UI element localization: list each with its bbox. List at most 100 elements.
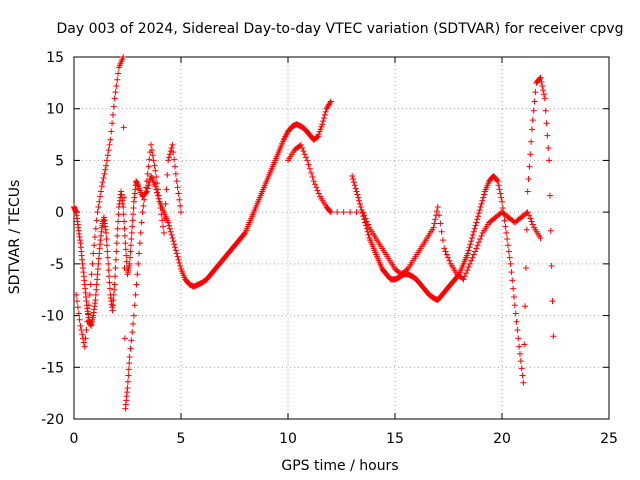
data-point-SDTVAR-track-3 [112, 89, 119, 96]
data-point-SDTVAR-track-3 [111, 95, 118, 102]
data-point-SDTVAR-track-1 [126, 260, 133, 267]
data-point-SDTVAR-track-2 [503, 229, 510, 236]
data-point-SDTVAR-track-3 [143, 178, 150, 185]
data-point-SDTVAR-track-3 [138, 219, 145, 226]
data-point-SDTVAR-track-3 [160, 229, 167, 236]
data-point-SDTVAR-track-3 [173, 178, 180, 185]
data-point-SDTVAR-track-1 [103, 229, 110, 236]
y-tick-label: 0 [55, 205, 64, 221]
data-point-SDTVAR-track-4 [311, 181, 318, 188]
data-point-SDTVAR-track-1 [321, 111, 328, 118]
data-point-SDTVAR-track-2 [494, 178, 501, 185]
y-tick-label: 5 [55, 153, 64, 169]
data-point-SDTVAR-track-2 [520, 379, 527, 386]
data-point-SDTVAR-track-2 [467, 241, 474, 248]
data-point-SDTVAR-track-1 [110, 297, 117, 304]
data-point-SDTVAR-track-2 [507, 260, 514, 267]
data-point-SDTVAR-track-1 [130, 205, 137, 212]
data-point-SDTVAR-track-2 [350, 179, 357, 186]
data-point-SDTVAR-track-2 [546, 157, 553, 164]
y-tick-label: 15 [46, 50, 64, 66]
data-point-SDTVAR-track-2 [480, 194, 487, 201]
data-point-SDTVAR-track-3 [73, 298, 80, 305]
data-point-SDTVAR-track-3 [82, 335, 89, 342]
data-point-SDTVAR-track-3 [124, 384, 131, 391]
data-point-SDTVAR-track-1 [130, 211, 137, 218]
data-point-SDTVAR-track-1 [176, 259, 183, 266]
data-point-SDTVAR-track-2 [498, 194, 505, 201]
data-point-SDTVAR-track-3 [108, 128, 115, 135]
data-point-SDTVAR-track-4 [537, 235, 544, 241]
plot-frame [73, 56, 610, 420]
data-point-SDTVAR-track-3 [87, 281, 94, 288]
data-point-SDTVAR-track-3 [163, 186, 170, 193]
data-point-SDTVAR-track-4 [433, 208, 440, 215]
data-point-SDTVAR-track-2 [529, 117, 536, 124]
data-point-SDTVAR-track-2 [355, 194, 362, 201]
data-point-SDTVAR-track-1 [96, 250, 103, 257]
data-point-SDTVAR-track-2 [539, 82, 546, 89]
data-point-SDTVAR-track-1 [104, 248, 111, 255]
data-point-SDTVAR-track-3 [131, 302, 138, 309]
data-point-SDTVAR-track-3 [137, 229, 144, 236]
plot-border [73, 56, 610, 420]
data-point-SDTVAR-track-4 [477, 236, 484, 243]
data-point-SDTVAR-track-3 [153, 173, 160, 180]
data-point-SDTVAR-track-2 [525, 176, 532, 183]
data-point-SDTVAR-track-2 [519, 372, 526, 379]
data-point-SDTVAR-track-2 [349, 172, 356, 179]
data-point-SDTVAR-track-3 [126, 360, 133, 367]
data-point-SDTVAR-track-3 [157, 205, 164, 212]
data-point-SDTVAR-track-3 [142, 190, 149, 197]
data-point-SDTVAR-track-4 [362, 215, 369, 222]
y-tick-label: -5 [50, 257, 64, 273]
data-point-SDTVAR-track-2 [545, 145, 552, 152]
data-point-SDTVAR-track-1 [110, 291, 117, 298]
data-point-SDTVAR-track-4 [463, 270, 470, 277]
data-point-SDTVAR-track-4 [475, 239, 482, 246]
data-point-SDTVAR-track-2 [356, 200, 363, 207]
data-point-SDTVAR-track-1 [319, 121, 326, 128]
data-point-SDTVAR-track-4 [525, 212, 532, 219]
data-point-SDTVAR-track-3 [151, 162, 158, 169]
x-tick-label: 15 [386, 431, 404, 447]
data-point-SDTVAR-track-3 [149, 152, 156, 159]
data-point-SDTVAR-track-3 [156, 198, 163, 205]
data-point-SDTVAR-track-2 [469, 235, 476, 241]
data-point-SDTVAR-track-3 [96, 198, 103, 205]
data-point-SDTVAR-track-3 [166, 151, 173, 158]
data-point-SDTVAR-track-4 [446, 257, 453, 264]
data-point-SDTVAR-track-2 [353, 188, 360, 195]
data-point-SDTVAR-track-1 [106, 285, 113, 292]
data-point-SDTVAR-track-3 [105, 147, 112, 154]
data-point-SDTVAR-track-4 [466, 260, 473, 267]
axis-ticks [73, 56, 610, 420]
data-point-SDTVAR-track-4 [403, 267, 410, 274]
data-point-SDTVAR-track-2 [517, 358, 524, 365]
data-point-SDTVAR-track-2 [513, 318, 520, 325]
data-point-SDTVAR-track-4 [527, 215, 534, 222]
data-point-SDTVAR-track-2 [510, 285, 517, 292]
data-point-SDTVAR-track-3 [104, 152, 111, 159]
data-point-SDTVAR-track-3 [176, 196, 183, 203]
data-point-SDTVAR-track-1 [121, 225, 128, 232]
data-point-SDTVAR-track-3 [80, 339, 87, 346]
data-point-SDTVAR-track-3 [146, 156, 153, 163]
data-point-SDTVAR-track-2 [515, 335, 522, 342]
data-point-SDTVAR-track-3 [136, 240, 143, 247]
data-point-SDTVAR-track-2 [505, 248, 512, 255]
data-point-SDTVAR-track-1 [93, 286, 100, 293]
data-point-SDTVAR-track-3 [148, 141, 155, 148]
data-point-SDTVAR-track-1 [175, 256, 182, 263]
data-point-SDTVAR-track-2 [540, 91, 547, 98]
data-point-SDTVAR-track-2 [523, 226, 530, 233]
data-point-SDTVAR-track-1 [112, 256, 119, 263]
data-point-SDTVAR-track-4 [478, 232, 485, 239]
data-point-SDTVAR-track-3 [171, 156, 178, 163]
data-point-SDTVAR-track-3 [99, 179, 106, 186]
data-point-SDTVAR-track-4 [301, 151, 308, 158]
data-point-SDTVAR-track-1 [103, 242, 110, 249]
data-point-SDTVAR-track-3 [85, 310, 92, 317]
data-point-SDTVAR-track-3 [81, 343, 88, 350]
data-point-SDTVAR-track-2 [544, 132, 551, 139]
